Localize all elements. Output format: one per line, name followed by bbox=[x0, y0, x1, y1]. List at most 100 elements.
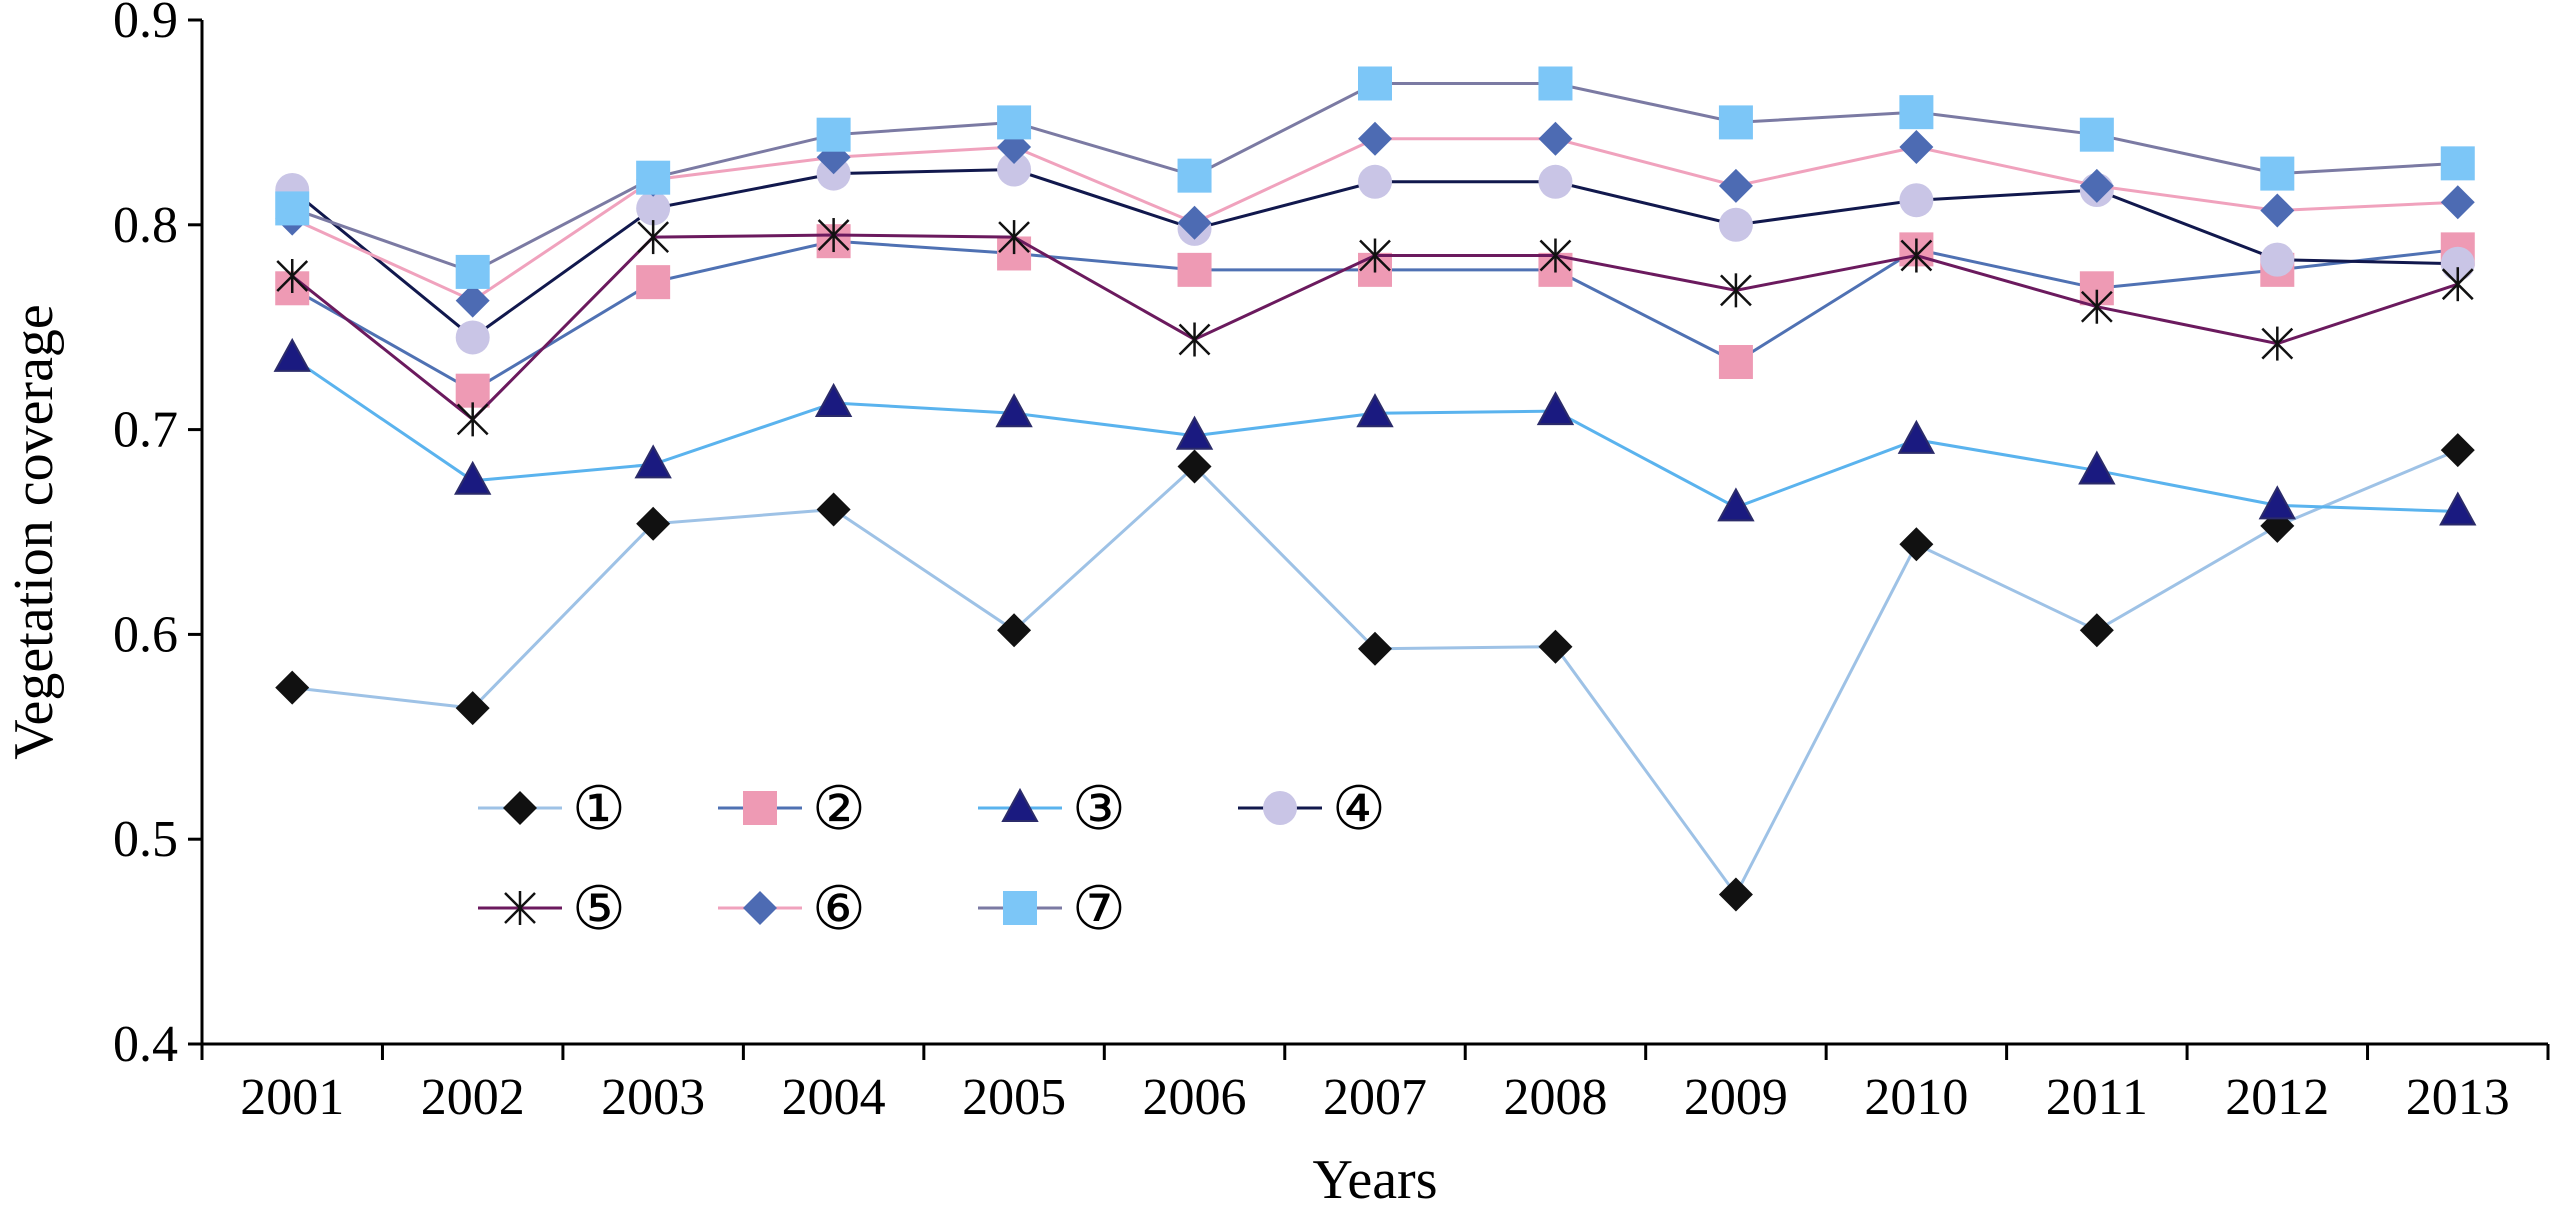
series-7-point bbox=[1718, 105, 1753, 140]
series-7-point bbox=[816, 117, 851, 152]
series-3-point bbox=[995, 393, 1033, 428]
series-5-point bbox=[276, 259, 309, 293]
series-5-point bbox=[998, 220, 1030, 255]
series-7-point bbox=[2260, 156, 2295, 191]
series-2-point bbox=[1718, 345, 1753, 380]
series-6-point bbox=[2079, 168, 2114, 203]
series-3-point bbox=[1897, 419, 1936, 454]
series-4-point bbox=[1899, 183, 1934, 218]
y-tick-label: 0.8 bbox=[113, 197, 178, 254]
series-1 bbox=[275, 433, 2475, 912]
legend-label: ① bbox=[572, 774, 626, 844]
legend-item: ③ bbox=[978, 774, 1126, 844]
x-tick-label: 2009 bbox=[1684, 1069, 1788, 1126]
series-5-point bbox=[1539, 238, 1572, 273]
legend-marker bbox=[1263, 791, 1297, 825]
series-3 bbox=[273, 337, 2477, 526]
legend-item: ④ bbox=[1238, 774, 1386, 844]
legend-marker bbox=[504, 891, 536, 925]
legend-label: ⑦ bbox=[1072, 874, 1126, 944]
series-1-point bbox=[2079, 613, 2114, 648]
series-3-point bbox=[1717, 487, 1755, 522]
series-5-point bbox=[1359, 238, 1391, 273]
series-1-point bbox=[1718, 877, 1753, 912]
series-6-point bbox=[455, 283, 490, 318]
series-5-point bbox=[2080, 289, 2113, 324]
x-tick-label: 2012 bbox=[2225, 1069, 2329, 1126]
series-5-point bbox=[1178, 322, 1211, 357]
legend-marker bbox=[1001, 787, 1039, 822]
series-5-point bbox=[1720, 273, 1752, 308]
series-5-point bbox=[2261, 326, 2294, 361]
y-tick-label: 0.4 bbox=[113, 1016, 178, 1073]
series-5-point bbox=[2441, 267, 2474, 302]
series-5 bbox=[276, 218, 2474, 437]
series-7-point bbox=[1899, 95, 1934, 130]
series-1-point bbox=[2440, 433, 2475, 468]
series-6-point bbox=[1899, 129, 1934, 164]
y-tick-label: 0.7 bbox=[113, 402, 178, 459]
legend-marker bbox=[743, 791, 777, 825]
series-7-point bbox=[1358, 66, 1392, 101]
series-4-point bbox=[455, 320, 490, 355]
series-4-point bbox=[2260, 242, 2295, 277]
series-5-point bbox=[456, 402, 489, 437]
x-tick-label: 2013 bbox=[2406, 1069, 2510, 1126]
legend-label: ⑥ bbox=[812, 874, 866, 944]
series-7-point bbox=[455, 254, 490, 289]
y-tick-label: 0.6 bbox=[113, 606, 178, 663]
series-3-point bbox=[1536, 391, 1575, 426]
series-6-point bbox=[1177, 205, 1212, 240]
series-3-line bbox=[291, 356, 2458, 514]
series-1-point bbox=[816, 492, 851, 527]
series-7 bbox=[275, 66, 2475, 289]
series-4-point bbox=[1718, 207, 1753, 242]
x-tick-label: 2005 bbox=[962, 1069, 1066, 1126]
series-7-point bbox=[1177, 158, 1212, 193]
series-7-point bbox=[636, 160, 671, 195]
series-7-point bbox=[2079, 117, 2114, 152]
series-5-point bbox=[817, 218, 850, 253]
series-1-point bbox=[1899, 527, 1934, 562]
legend-label: ④ bbox=[1332, 774, 1386, 844]
series-3-point bbox=[2258, 485, 2296, 520]
series-1-point bbox=[997, 613, 1032, 648]
series-6-point bbox=[2260, 193, 2295, 228]
series-7-point bbox=[997, 105, 1032, 140]
x-tick-label: 2010 bbox=[1864, 1069, 1968, 1126]
series-3-point bbox=[1175, 415, 1214, 450]
legend-marker bbox=[503, 791, 537, 825]
legend-label: ⑤ bbox=[572, 874, 626, 944]
legend-label: ③ bbox=[1072, 774, 1126, 844]
series-7-point bbox=[2440, 146, 2475, 181]
series-5-point bbox=[637, 220, 670, 255]
series-1-point bbox=[1538, 629, 1573, 664]
legend-item: ⑤ bbox=[478, 874, 626, 944]
legend-item: ⑦ bbox=[978, 874, 1126, 944]
x-tick-label: 2004 bbox=[782, 1069, 886, 1126]
legend-marker bbox=[743, 891, 777, 925]
series-2-point bbox=[455, 373, 490, 408]
series-5-point bbox=[1900, 238, 1933, 273]
series-6 bbox=[275, 121, 2475, 318]
series-4-point bbox=[636, 191, 671, 226]
y-axis-title: Vegetation coverage bbox=[3, 304, 65, 760]
series-6-point bbox=[1358, 121, 1392, 156]
series-3-point bbox=[2078, 450, 2116, 485]
series-4-point bbox=[2440, 246, 2475, 281]
x-tick-label: 2011 bbox=[2046, 1069, 2148, 1126]
series-7-point bbox=[1538, 66, 1573, 101]
x-tick-label: 2007 bbox=[1323, 1069, 1427, 1126]
series-4-point bbox=[997, 152, 1032, 187]
series-2-point bbox=[1177, 252, 1212, 287]
x-tick-label: 2008 bbox=[1503, 1069, 1607, 1126]
x-tick-label: 2001 bbox=[240, 1069, 344, 1126]
series-4-point bbox=[1358, 164, 1392, 199]
y-tick-label: 0.9 bbox=[113, 0, 178, 49]
series-1-point bbox=[275, 670, 310, 705]
series-6-point bbox=[1718, 168, 1753, 203]
series-6-point bbox=[2440, 185, 2475, 220]
series-1-point bbox=[636, 506, 671, 541]
series-1-point bbox=[455, 691, 490, 726]
